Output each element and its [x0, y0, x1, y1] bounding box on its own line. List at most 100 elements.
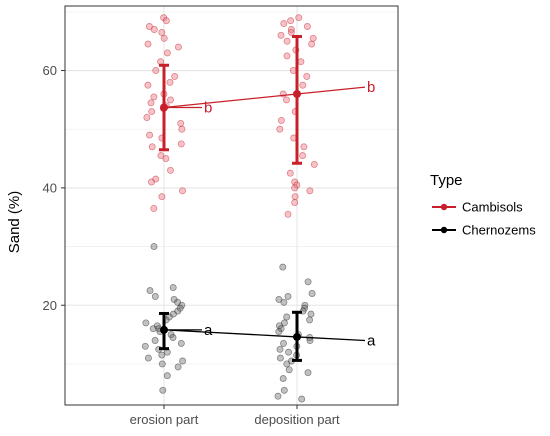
mean-point — [293, 90, 301, 99]
legend: Type Cambisols Chernozems — [430, 172, 536, 238]
data-point — [177, 140, 185, 148]
data-point — [171, 72, 179, 80]
data-point — [174, 43, 182, 51]
y-axis-title: Sand (%) — [6, 191, 23, 254]
data-point — [299, 81, 307, 89]
data-point — [283, 360, 291, 368]
data-point — [291, 184, 299, 192]
data-point — [298, 395, 306, 403]
data-point — [275, 295, 283, 303]
data-point — [283, 52, 291, 60]
data-point — [277, 116, 285, 124]
data-point — [304, 369, 312, 377]
significance-letter: b — [367, 79, 375, 96]
data-point — [162, 155, 170, 163]
significance-letters: b b a a — [204, 79, 376, 349]
data-point — [146, 287, 154, 295]
data-point — [310, 160, 318, 168]
grid — [65, 6, 398, 405]
data-point — [279, 375, 287, 383]
data-point — [280, 319, 288, 327]
data-point — [306, 316, 314, 324]
data-point — [150, 243, 158, 251]
data-point — [284, 210, 292, 218]
data-point — [152, 67, 160, 74]
data-point — [150, 204, 158, 212]
data-point — [291, 199, 299, 207]
data-point — [275, 328, 283, 336]
data-point — [146, 131, 154, 139]
y-axis: 20 40 60 — [43, 63, 65, 313]
data-point — [283, 37, 291, 45]
panel-border — [64, 5, 399, 406]
data-point — [284, 292, 292, 300]
data-point — [167, 166, 174, 174]
data-point — [174, 363, 182, 371]
legend-title: Type — [430, 172, 463, 189]
data-point — [148, 143, 156, 151]
legend-label: Chernozems — [462, 223, 536, 238]
data-point — [306, 187, 314, 195]
data-point — [285, 366, 293, 374]
legend-key-point — [440, 226, 448, 234]
data-point — [280, 298, 288, 306]
data-point — [280, 339, 287, 347]
data-point — [149, 325, 157, 333]
data-point — [308, 290, 316, 297]
x-tick-label: erosion part — [130, 412, 199, 427]
data-point — [158, 193, 166, 201]
data-point — [289, 67, 297, 74]
data-point — [276, 354, 284, 362]
data-point — [285, 348, 293, 356]
data-point — [178, 125, 186, 133]
y-tick-label: 40 — [43, 180, 57, 195]
data-point — [151, 337, 159, 344]
data-point — [151, 292, 159, 300]
data-point — [169, 334, 177, 341]
data-point — [144, 354, 152, 362]
data-point — [162, 17, 170, 25]
data-point — [299, 152, 307, 160]
mean-line — [163, 86, 366, 109]
data-point — [157, 152, 165, 160]
data-point — [177, 119, 185, 127]
data-point — [160, 34, 168, 42]
data-point — [142, 319, 150, 327]
data-point — [150, 26, 158, 33]
data-point — [148, 178, 155, 186]
data-point — [297, 58, 305, 66]
significance-letter: a — [367, 333, 376, 350]
data-point — [276, 345, 284, 353]
data-point — [283, 313, 291, 321]
data-point — [158, 351, 166, 359]
mean-point — [160, 325, 168, 334]
data-point — [307, 310, 315, 318]
jitter-points — [141, 14, 318, 403]
legend-label: Cambisols — [462, 200, 523, 215]
mean-points — [160, 90, 301, 341]
data-point — [291, 193, 299, 201]
data-point — [304, 278, 312, 286]
mean-line — [163, 329, 366, 342]
data-point — [286, 169, 294, 177]
data-point — [303, 23, 311, 30]
data-point — [179, 187, 186, 195]
data-point — [141, 342, 149, 350]
significance-letter: b — [204, 100, 212, 117]
data-point — [277, 31, 285, 39]
data-point — [169, 284, 177, 292]
y-tick-label: 20 — [43, 298, 57, 313]
data-point — [150, 93, 158, 101]
data-point — [144, 81, 152, 89]
data-point — [274, 392, 282, 400]
data-point — [303, 72, 311, 80]
data-point — [158, 360, 166, 368]
data-point — [283, 96, 290, 104]
data-point — [179, 357, 187, 365]
data-point — [148, 108, 156, 116]
data-point — [280, 386, 288, 394]
mean-point — [293, 332, 301, 341]
mean-point — [160, 103, 168, 112]
data-point — [295, 14, 303, 22]
